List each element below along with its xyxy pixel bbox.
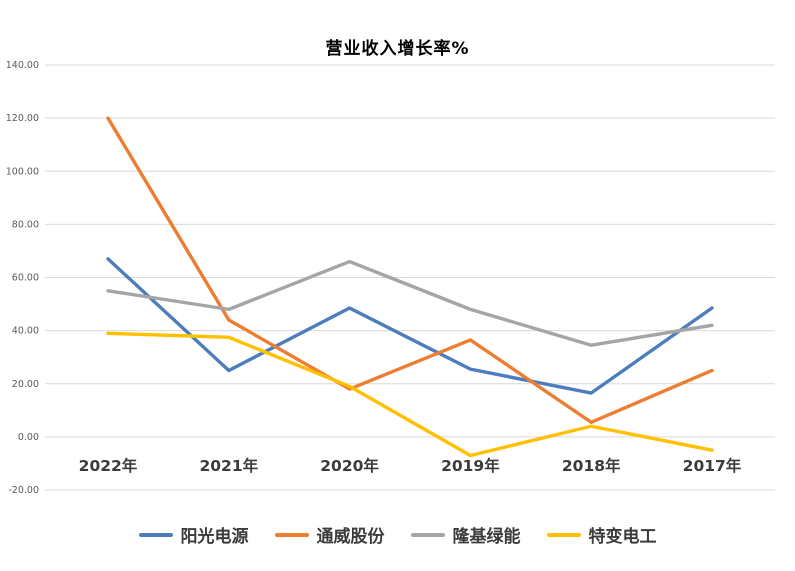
y-axis-tick-label: -20.00 xyxy=(8,485,39,496)
line-chart: 140.00 120.00 100.00 80.00 60.00 40.00 20.00 0.… xyxy=(6,60,775,496)
legend-swatch-1 xyxy=(274,532,309,537)
y-axis-tick-label: 20.00 xyxy=(12,379,39,390)
x-axis-tick-label: 2021年 xyxy=(199,456,258,475)
legend-label-3: 特变电工 xyxy=(588,527,657,547)
y-axis-tick-label: 60.00 xyxy=(12,273,39,284)
series-line-1 xyxy=(106,116,714,424)
series-line-0 xyxy=(106,257,714,395)
legend-swatch-0 xyxy=(138,532,173,537)
x-axis-tick-label: 2017年 xyxy=(683,456,742,475)
y-axis-tick-label: 120.00 xyxy=(6,113,39,124)
legend-item-1: 通威股份 xyxy=(274,522,385,547)
y-axis-tick-label: 0.00 xyxy=(18,432,39,443)
legend-item-2: 隆基绿能 xyxy=(410,522,521,547)
y-axis-tick-label: 140.00 xyxy=(6,60,39,71)
legend-label-1: 通威股份 xyxy=(316,527,385,547)
x-axis-tick-label: 2018年 xyxy=(562,456,621,475)
x-axis-tick-label: 2019年 xyxy=(441,456,500,475)
series-line-3 xyxy=(106,331,714,458)
legend-item-0: 阳光电源 xyxy=(138,522,249,547)
chart-legend: 阳光电源 通威股份 隆基绿能 特变电工 xyxy=(0,522,795,547)
y-axis-tick-label: 80.00 xyxy=(12,219,39,230)
legend-swatch-3 xyxy=(546,532,581,537)
series-line-2 xyxy=(106,259,714,347)
y-axis-tick-label: 40.00 xyxy=(12,326,39,337)
legend-label-0: 阳光电源 xyxy=(180,527,249,547)
legend-item-3: 特变电工 xyxy=(546,522,657,547)
y-axis-tick-label: 100.00 xyxy=(6,166,39,177)
legend-swatch-2 xyxy=(410,532,445,537)
chart-title: 营业收入增长率% xyxy=(325,39,470,59)
x-axis-tick-label: 2020年 xyxy=(320,456,379,475)
x-axis-tick-label: 2022年 xyxy=(79,456,138,475)
legend-label-2: 隆基绿能 xyxy=(452,527,521,547)
